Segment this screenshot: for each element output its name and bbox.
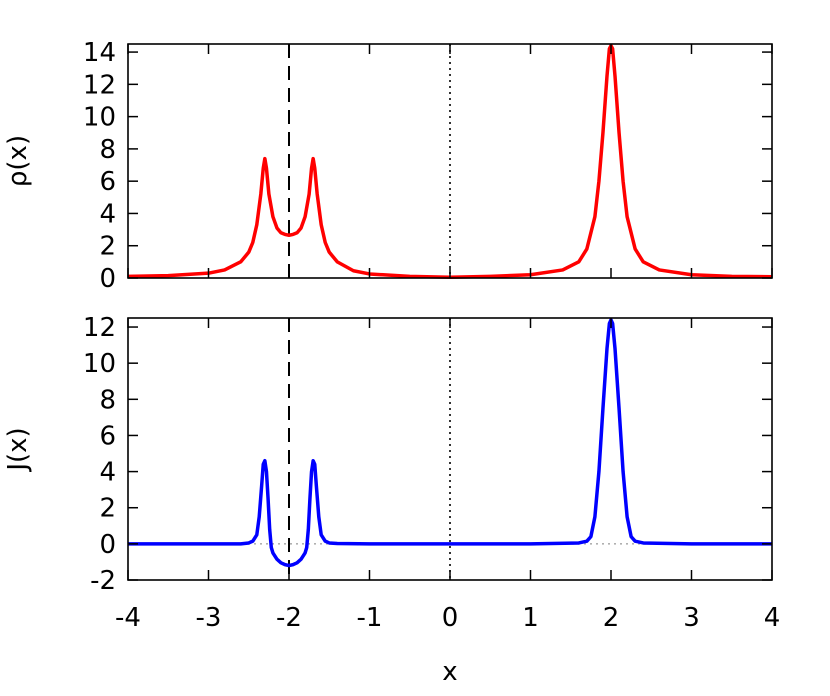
y-axis-label: J(x) xyxy=(3,427,33,472)
y-tick-label: 8 xyxy=(99,385,116,415)
x-tick-label: -1 xyxy=(357,603,383,633)
y-tick-label: 10 xyxy=(83,103,116,133)
y-tick-label: 10 xyxy=(83,349,116,379)
y-tick-label: 6 xyxy=(99,167,116,197)
x-tick-label: -3 xyxy=(196,603,222,633)
x-tick-label: 4 xyxy=(764,603,781,633)
y-tick-label: 0 xyxy=(99,530,116,560)
y-tick-label: 2 xyxy=(99,232,116,262)
x-tick-label: -4 xyxy=(115,603,141,633)
y-tick-label: 12 xyxy=(83,70,116,100)
y-tick-label: 12 xyxy=(83,313,116,343)
y-tick-label: -2 xyxy=(90,566,116,596)
x-tick-label: 3 xyxy=(683,603,700,633)
x-tick-label: 2 xyxy=(603,603,620,633)
y-tick-label: 2 xyxy=(99,494,116,524)
y-tick-label: 0 xyxy=(99,264,116,294)
x-tick-label: 1 xyxy=(522,603,539,633)
y-tick-label: 6 xyxy=(99,421,116,451)
x-axis-label: x xyxy=(442,657,457,687)
series-line xyxy=(127,43,773,279)
y-tick-label: 4 xyxy=(99,458,116,488)
x-tick-label: 0 xyxy=(442,603,459,633)
y-tick-label: 14 xyxy=(83,38,116,68)
x-tick-label: -2 xyxy=(276,603,302,633)
y-tick-label: 8 xyxy=(99,135,116,165)
series-line xyxy=(128,318,772,568)
y-tick-label: 4 xyxy=(99,199,116,229)
y-axis-label: ρ(x) xyxy=(3,135,33,187)
